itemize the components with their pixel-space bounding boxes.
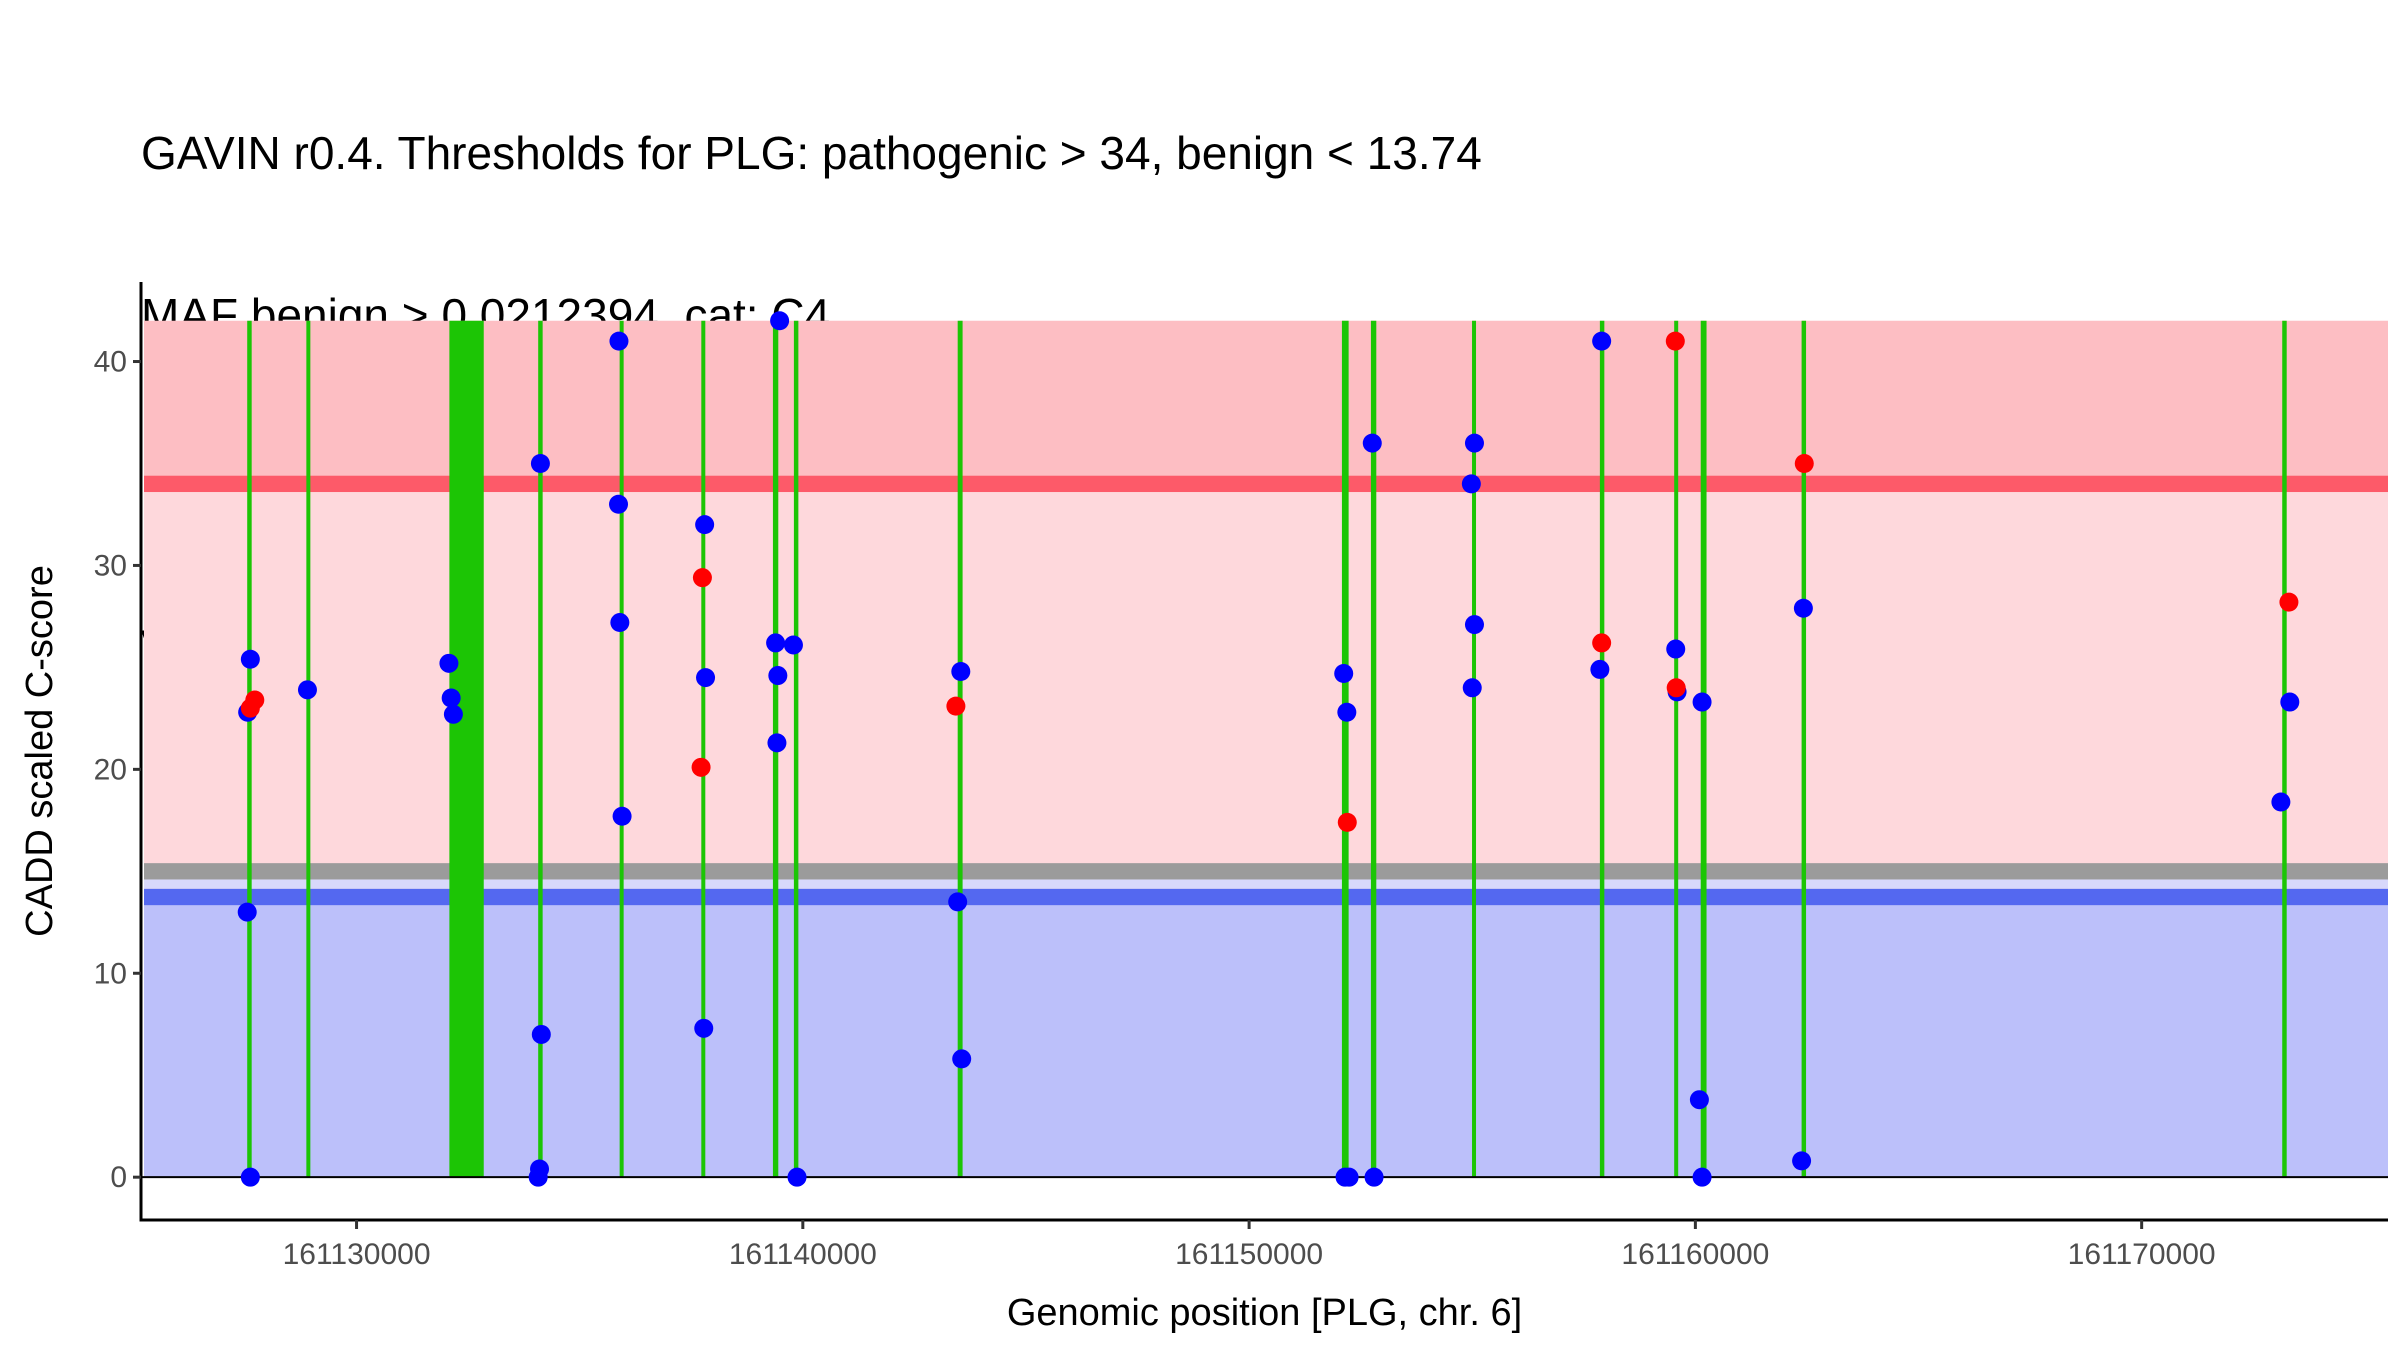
y-axis-title: CADD scaled C-score xyxy=(19,565,61,937)
clinvar-point xyxy=(1592,633,1612,653)
gnomad-point xyxy=(439,653,459,673)
exon-line xyxy=(2282,320,2287,1178)
y-tick-label: 20 xyxy=(94,753,127,786)
exon-line xyxy=(701,320,706,1178)
gnomad-point xyxy=(694,1018,714,1038)
gnomad-point xyxy=(1692,1167,1712,1187)
exon-line xyxy=(957,320,963,1178)
gnomad-point xyxy=(952,1049,972,1069)
gnomad-point xyxy=(530,1159,550,1179)
gnomad-point xyxy=(1689,1090,1709,1110)
x-tick-label: 161150000 xyxy=(1175,1238,1323,1271)
y-ticks: 0 10 20 30 40 xyxy=(94,346,141,1194)
y-tick-label: 0 xyxy=(110,1161,127,1194)
exon-line xyxy=(306,320,311,1178)
clinvar-point xyxy=(1666,678,1686,698)
gnomad-point xyxy=(1464,433,1484,453)
gnomad-point xyxy=(1339,1167,1359,1187)
gnomad-point xyxy=(767,733,787,753)
exon-line xyxy=(1674,320,1679,1178)
gnomad-point xyxy=(770,311,790,331)
exon-line xyxy=(538,320,543,1178)
y-tick-label: 10 xyxy=(94,957,127,990)
gnomad-point xyxy=(240,1167,260,1187)
gnomad-point xyxy=(696,668,716,688)
gnomad-point xyxy=(2271,792,2291,812)
gnomad-point xyxy=(951,661,971,681)
gnomad-point xyxy=(609,331,629,351)
gnomad-point xyxy=(1337,702,1357,722)
benign-zone xyxy=(144,897,2388,1178)
x-tick-label: 161130000 xyxy=(283,1238,431,1271)
gnomad-point xyxy=(612,806,632,826)
gnomad-point xyxy=(766,633,786,653)
data-points xyxy=(237,311,2300,1187)
gnomad-point xyxy=(1792,1151,1812,1171)
y-tick-label: 30 xyxy=(94,549,127,582)
gnomad-point xyxy=(443,704,463,724)
x-ticks: 161130000 161140000 161150000 161160000 1611… xyxy=(283,1220,2216,1271)
exon-line xyxy=(1341,320,1349,1178)
gnomad-point xyxy=(768,666,788,686)
threshold-bands xyxy=(144,320,2388,1178)
gnomad-point xyxy=(783,635,803,655)
gnomad-point xyxy=(609,494,629,514)
clinvar-point xyxy=(1337,812,1357,832)
gnomad-point xyxy=(297,680,317,700)
pathogenic-zone xyxy=(144,320,2388,484)
clinvar-point xyxy=(1794,453,1814,473)
x-axis-title: Genomic position [PLG, chr. 6] xyxy=(1007,1292,1522,1334)
clinvar-point xyxy=(2279,592,2299,612)
gnomad-point xyxy=(1334,664,1354,684)
gnomad-point xyxy=(1666,639,1686,659)
clinvar-point xyxy=(946,696,966,716)
x-tick-label: 161160000 xyxy=(1621,1238,1769,1271)
gnomad-point xyxy=(1462,678,1482,698)
vus-zone xyxy=(144,483,2388,898)
clinvar-point xyxy=(691,757,711,777)
title-line-1: GAVIN r0.4. Thresholds for PLG: pathogen… xyxy=(141,127,1482,179)
gnomad-point xyxy=(1362,433,1382,453)
gnomad-point xyxy=(948,892,968,912)
benign-zone-upper xyxy=(144,879,2388,889)
gnomad-point xyxy=(530,453,550,473)
gnomad-point xyxy=(695,515,715,535)
x-tick-label: 161170000 xyxy=(2068,1238,2216,1271)
exon-lines xyxy=(247,320,2287,1178)
exon-line xyxy=(1472,320,1477,1178)
gnomad-point xyxy=(1793,598,1813,618)
clinvar-point xyxy=(1665,331,1685,351)
gnomad-point xyxy=(1461,474,1481,494)
y-tick-label: 40 xyxy=(94,346,127,379)
gnomad-point xyxy=(787,1167,807,1187)
gnomad-point xyxy=(240,649,260,669)
exon-line xyxy=(1700,320,1707,1178)
gnomad-point xyxy=(1590,659,1610,679)
gnomad-point xyxy=(610,613,630,633)
exon-line xyxy=(1801,320,1807,1178)
exon-line xyxy=(793,320,799,1178)
exon-line xyxy=(619,320,624,1178)
exon-line xyxy=(449,320,484,1178)
gnomad-point xyxy=(1464,615,1484,635)
x-tick-label: 161140000 xyxy=(729,1238,877,1271)
clinvar-point xyxy=(245,690,265,710)
gnomad-point xyxy=(2280,692,2300,712)
gnomad-point xyxy=(237,902,257,922)
exon-line xyxy=(1599,320,1605,1178)
exon-line xyxy=(247,320,252,1178)
gnomad-point xyxy=(441,688,461,708)
exon-line xyxy=(1370,320,1377,1178)
gnomad-point xyxy=(1692,692,1712,712)
clinvar-point xyxy=(692,568,712,588)
gnomad-point xyxy=(531,1024,551,1044)
gnomad-point xyxy=(1592,331,1612,351)
gnomad-point xyxy=(1364,1167,1384,1187)
